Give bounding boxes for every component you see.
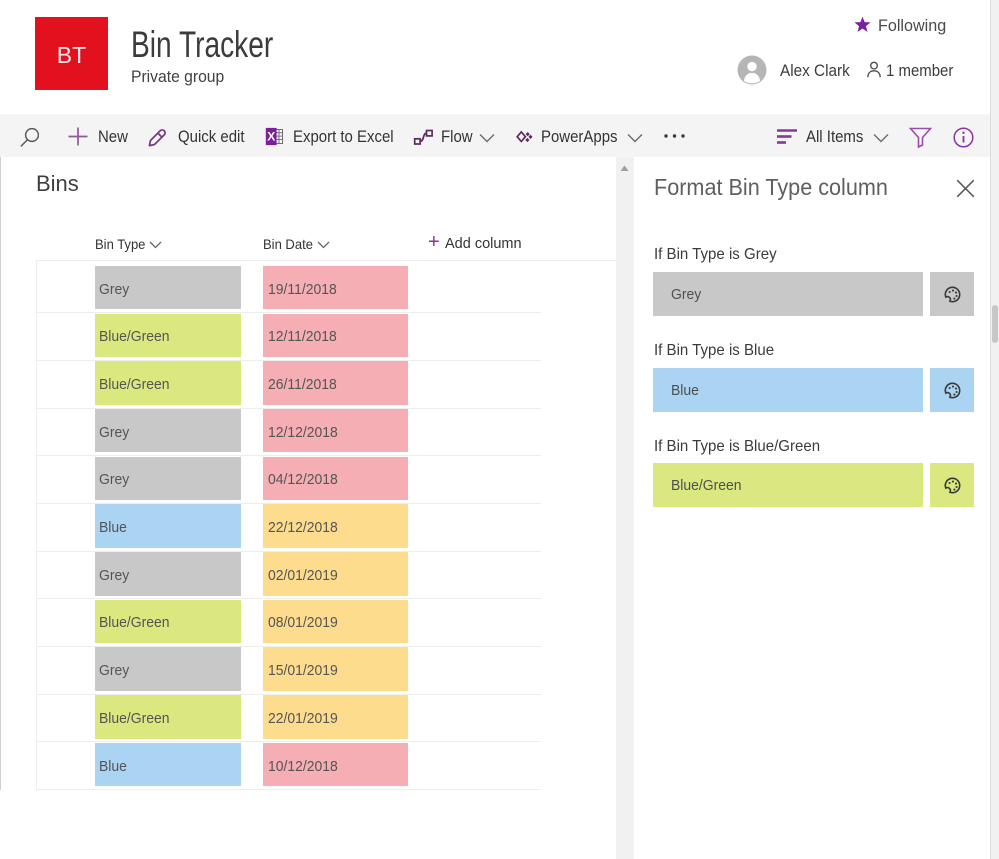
svg-text:X: X [267, 130, 275, 144]
